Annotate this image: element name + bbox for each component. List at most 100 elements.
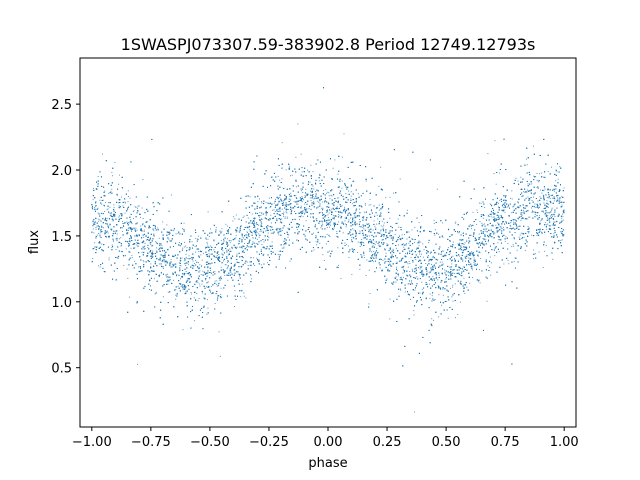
data-point [363, 228, 365, 230]
data-point [140, 216, 142, 218]
data-point [288, 198, 290, 200]
data-point [408, 283, 410, 285]
data-point [315, 191, 317, 193]
data-point [182, 228, 184, 230]
data-point [101, 243, 103, 245]
data-point [206, 299, 208, 301]
data-point [491, 216, 493, 218]
data-point [376, 214, 378, 216]
data-point [134, 229, 136, 231]
data-point [419, 265, 421, 267]
data-point [437, 285, 439, 287]
data-point [547, 223, 549, 225]
data-point [382, 226, 384, 228]
data-point [261, 230, 263, 232]
data-point [534, 207, 536, 209]
data-point [242, 246, 244, 248]
data-point [134, 260, 136, 262]
data-point [106, 209, 108, 211]
data-point [207, 243, 209, 245]
data-point [434, 298, 436, 300]
data-point [379, 213, 381, 215]
data-point [259, 216, 261, 218]
data-point [167, 291, 169, 293]
data-point [391, 265, 393, 267]
data-point [353, 180, 355, 182]
data-point [352, 218, 354, 220]
data-point [460, 274, 462, 276]
data-point [533, 175, 535, 177]
data-point [227, 279, 229, 281]
data-point [281, 229, 283, 231]
data-point [368, 269, 370, 271]
data-point [237, 271, 239, 273]
data-point [542, 267, 544, 269]
data-point [205, 248, 207, 250]
data-point [226, 268, 228, 270]
data-point [249, 196, 251, 198]
data-point [322, 254, 324, 256]
data-point [452, 241, 454, 243]
data-point [374, 244, 376, 246]
data-point [169, 261, 171, 263]
data-point [92, 199, 94, 201]
data-point [554, 198, 556, 200]
data-point [511, 190, 513, 192]
data-point [438, 294, 440, 296]
data-point [260, 201, 262, 203]
data-point [383, 224, 385, 226]
data-point [143, 229, 145, 231]
data-point [214, 280, 216, 282]
data-point [442, 236, 444, 238]
data-point [397, 275, 399, 277]
data-point [553, 233, 555, 235]
data-point [460, 281, 462, 283]
data-point [207, 263, 209, 265]
data-point [531, 211, 533, 213]
data-point [173, 263, 175, 265]
data-point [303, 212, 305, 214]
data-point [305, 188, 307, 190]
data-point [259, 215, 261, 217]
data-point [298, 216, 300, 218]
data-point [298, 200, 300, 202]
data-point [241, 265, 243, 267]
data-point [497, 206, 499, 208]
data-point [559, 200, 561, 202]
data-point [482, 217, 484, 219]
data-point [441, 304, 443, 306]
data-point [499, 199, 501, 201]
data-point [411, 268, 413, 270]
data-point [322, 223, 324, 225]
data-point [513, 245, 515, 247]
data-point [432, 256, 434, 258]
data-point [135, 206, 137, 208]
data-point [534, 203, 536, 205]
data-point [259, 230, 261, 232]
data-point [470, 258, 472, 260]
data-point [170, 194, 172, 196]
data-point [120, 237, 122, 239]
data-point [127, 201, 129, 203]
data-point [482, 238, 484, 240]
data-point [158, 263, 160, 265]
data-point [326, 233, 328, 235]
data-point [497, 202, 499, 204]
data-point [395, 247, 397, 249]
data-point [532, 258, 534, 260]
data-point [121, 230, 123, 232]
data-point [355, 201, 357, 203]
data-point [452, 300, 454, 302]
data-point [450, 234, 452, 236]
data-point [108, 235, 110, 237]
data-point [227, 225, 229, 227]
data-point [333, 227, 335, 229]
data-point [452, 284, 454, 286]
data-point [145, 239, 147, 241]
data-point [217, 284, 219, 286]
data-point [298, 212, 300, 214]
data-point [378, 185, 380, 187]
data-point [413, 314, 415, 316]
data-point [497, 242, 499, 244]
data-point [123, 226, 125, 228]
